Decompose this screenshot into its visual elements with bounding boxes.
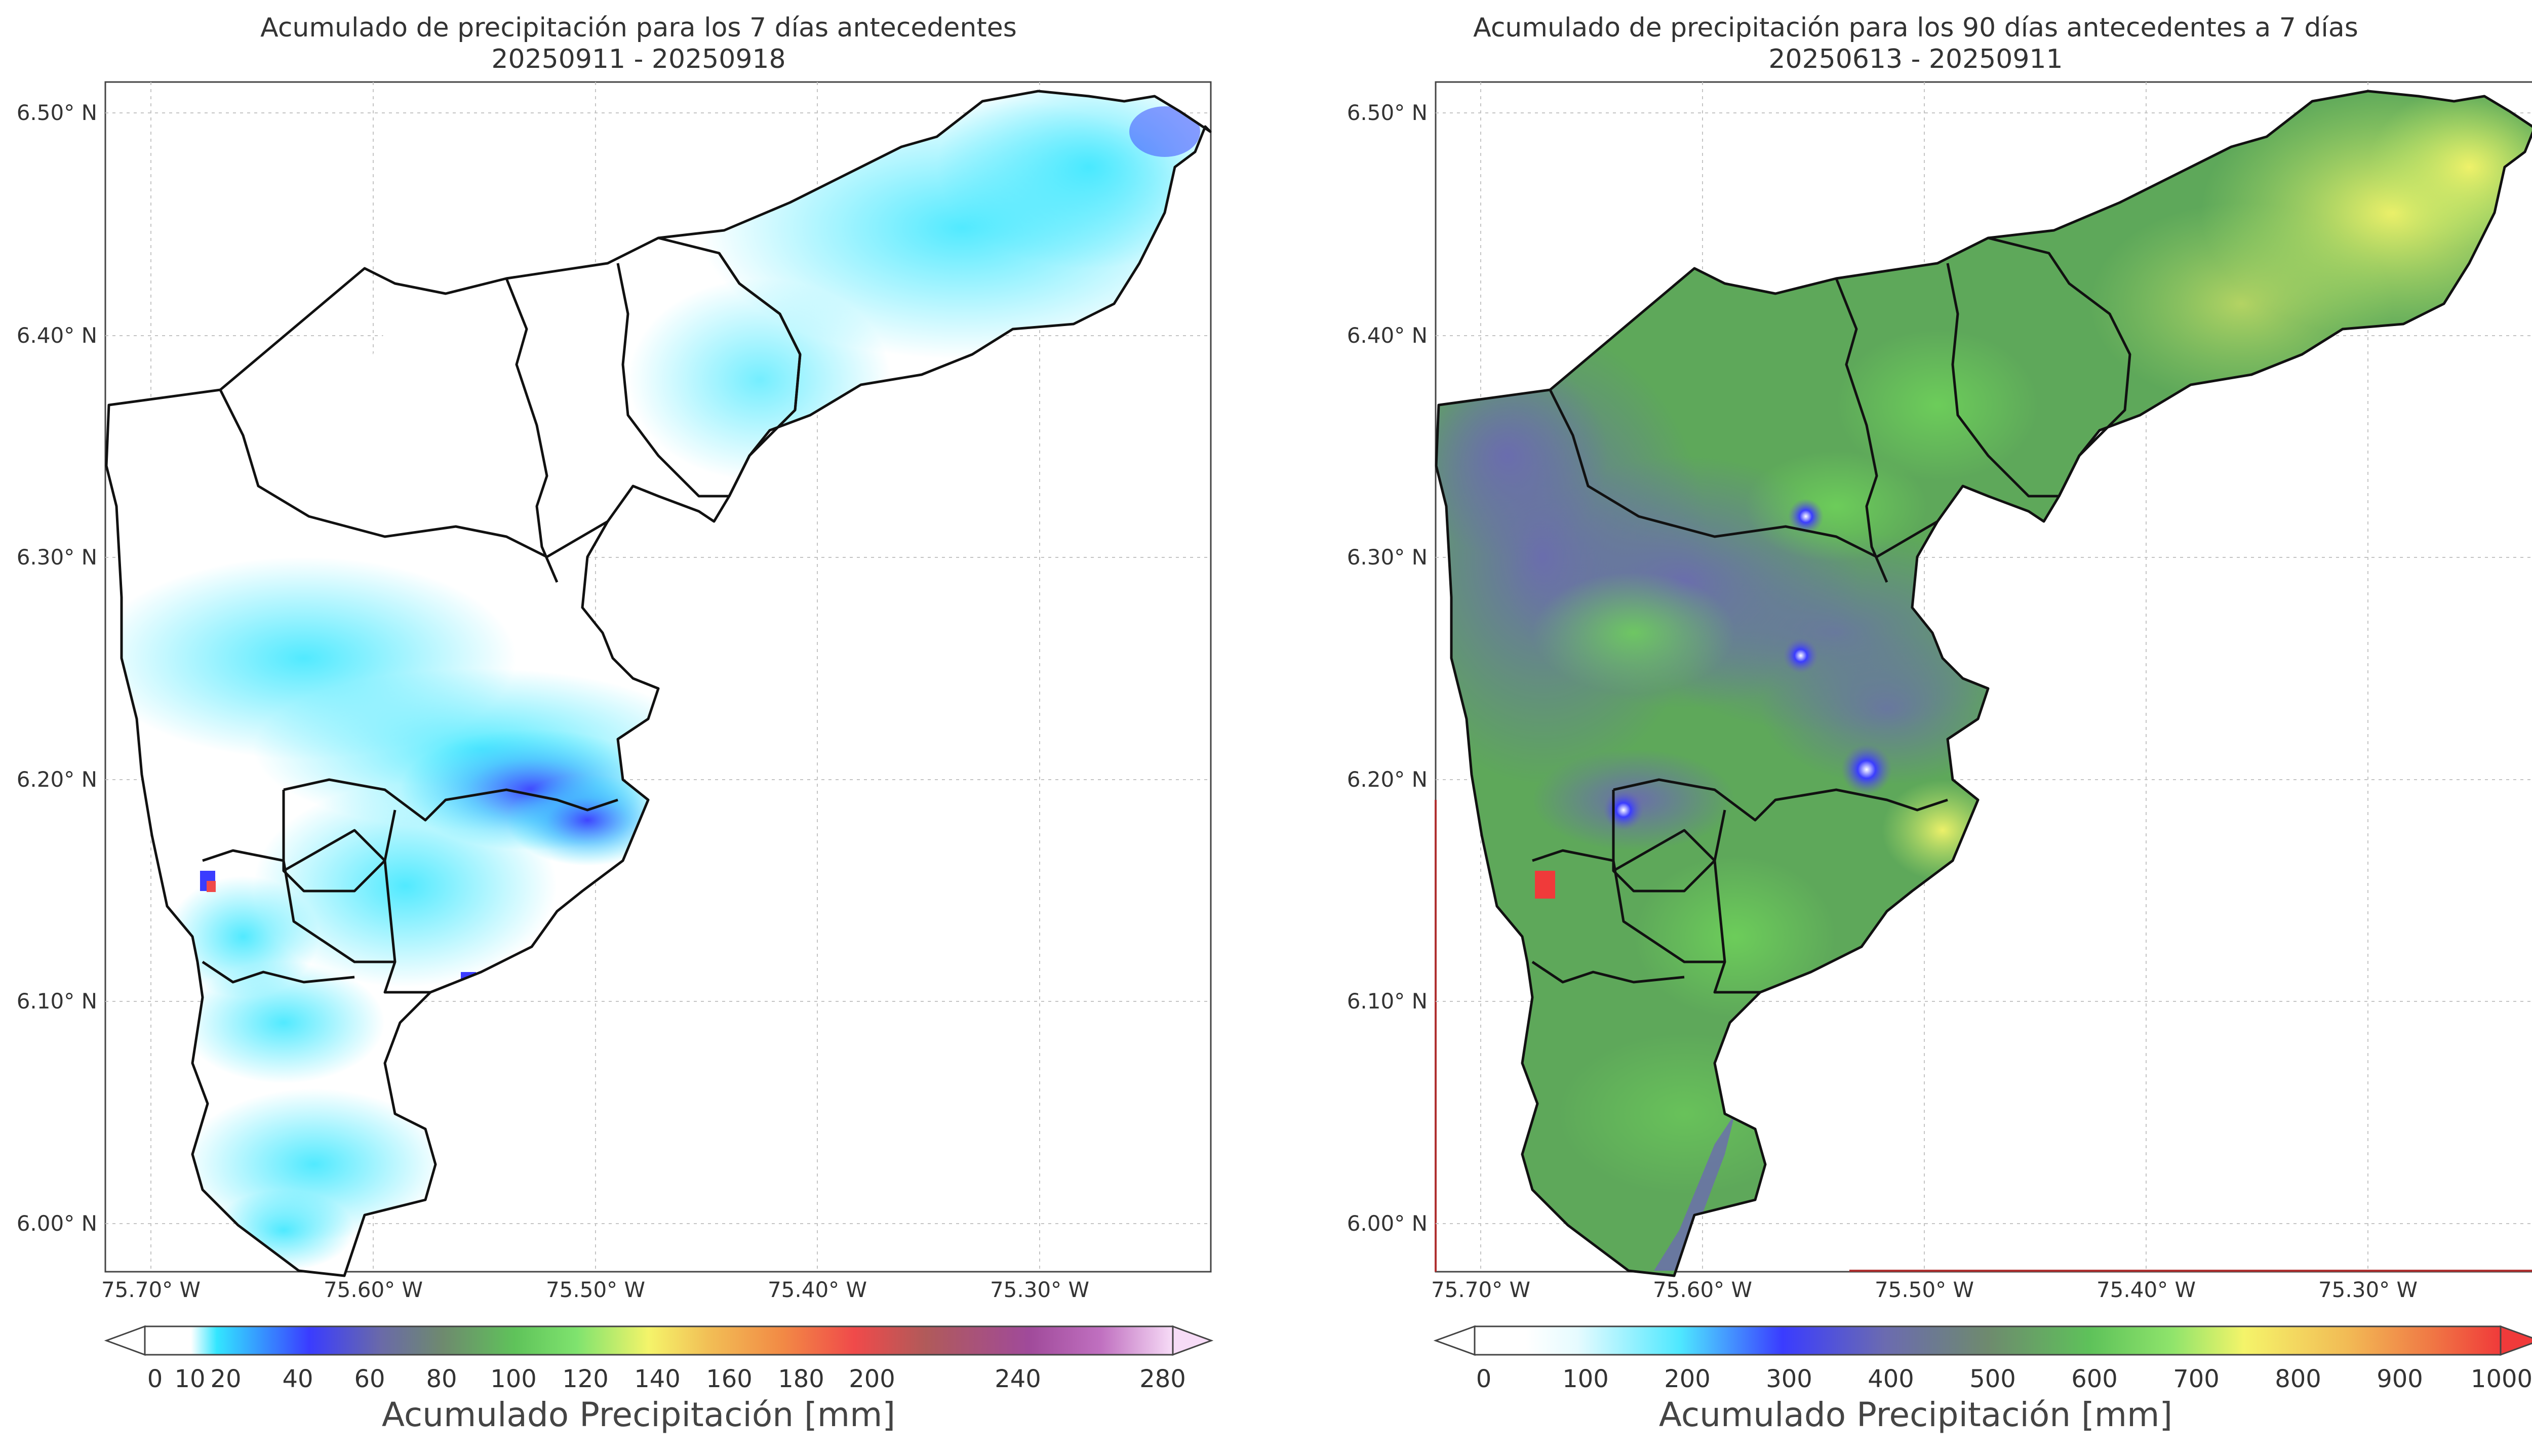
right-cb-tick: 900 (2377, 1365, 2423, 1393)
left-cb-tick: 240 (995, 1365, 1041, 1393)
right-basin-outlines (1435, 90, 2532, 1277)
left-map-panel: Acumulado de precipitación para los 7 dí… (17, 13, 1214, 1434)
left-colorbar (104, 1325, 1214, 1356)
right-cb-tick: 100 (1562, 1365, 1609, 1393)
left-map-title: Acumulado de precipitación para los 7 dí… (260, 13, 1017, 43)
left-cb-tick: 10 (174, 1365, 205, 1393)
left-lat-label: 6.50° N (17, 100, 97, 125)
right-map-figure: 6.50° N 6.40° N 6.30° N 6.20° N 6.10° N … (1347, 81, 2532, 1393)
right-colorbar (1433, 1325, 2532, 1356)
right-cb-tick: 200 (1664, 1365, 1711, 1393)
left-cb-tick: 120 (562, 1365, 609, 1393)
left-cb-tick: 100 (490, 1365, 537, 1393)
left-cb-tick: 80 (426, 1365, 457, 1393)
right-cb-tick: 500 (1969, 1365, 2016, 1393)
left-cb-tick: 200 (849, 1365, 895, 1393)
right-cb-tick: 300 (1766, 1365, 1812, 1393)
right-lon-label: 75.70° W (1431, 1277, 1530, 1302)
right-map-panel: Acumulado de precipitación para los 90 d… (1277, 0, 2532, 1456)
left-lat-label: 6.40° N (17, 323, 97, 348)
left-cb-tick: 20 (210, 1365, 241, 1393)
left-lat-label: 6.10° N (17, 989, 97, 1014)
right-lat-label: 6.00° N (1347, 1211, 1428, 1236)
left-lon-label: 75.60° W (324, 1277, 423, 1302)
right-colorbar-label: Acumulado Precipitación [mm] (1658, 1395, 2173, 1434)
left-map-date-range: 20250911 - 20250918 (491, 44, 786, 74)
right-lon-label: 75.30° W (2318, 1277, 2418, 1302)
right-lat-label: 6.50° N (1347, 100, 1428, 125)
right-lat-label: 6.20° N (1347, 767, 1428, 792)
left-lat-label: 6.00° N (17, 1211, 97, 1236)
right-cb-tick: 0 (1476, 1365, 1492, 1393)
right-lon-label: 75.50° W (1875, 1277, 1974, 1302)
left-lon-label: 75.40° W (768, 1277, 867, 1302)
left-lat-label: 6.20° N (17, 767, 97, 792)
left-map-figure: 6.50° N 6.40° N 6.30° N 6.20° N 6.10° N … (17, 81, 1214, 1393)
left-cb-tick: 180 (778, 1365, 824, 1393)
right-lon-label: 75.60° W (1653, 1277, 1752, 1302)
left-cb-tick: 280 (1139, 1365, 1186, 1393)
left-lon-label: 75.50° W (546, 1277, 645, 1302)
right-cb-tick: 600 (2071, 1365, 2118, 1393)
left-lon-label: 75.70° W (101, 1277, 201, 1302)
right-lat-label: 6.30° N (1347, 545, 1428, 570)
right-lat-label: 6.40° N (1347, 323, 1428, 348)
left-cb-tick: 140 (634, 1365, 681, 1393)
right-map-title: Acumulado de precipitación para los 90 d… (1473, 13, 2358, 43)
left-cb-tick: 60 (354, 1365, 385, 1393)
right-map-date-range: 20250613 - 20250911 (1768, 44, 2063, 74)
left-colorbar-ticks: 0 10 20 40 60 80 100 120 140 160 180 200… (147, 1365, 1186, 1393)
left-cb-tick: 0 (147, 1365, 163, 1393)
right-cb-tick: 400 (1868, 1365, 1914, 1393)
right-lat-label: 6.10° N (1347, 989, 1428, 1014)
left-lat-label: 6.30° N (17, 545, 97, 570)
right-cb-tick: 1000 (2471, 1365, 2532, 1393)
left-cb-tick: 40 (282, 1365, 313, 1393)
right-cb-tick: 700 (2173, 1365, 2220, 1393)
left-lon-label: 75.30° W (990, 1277, 1089, 1302)
right-lon-label: 75.40° W (2096, 1277, 2196, 1302)
left-cb-tick: 160 (706, 1365, 753, 1393)
left-colorbar-label: Acumulado Precipitación [mm] (381, 1395, 896, 1434)
right-cb-tick: 800 (2275, 1365, 2321, 1393)
right-colorbar-ticks: 0 100 200 300 400 500 600 700 800 900 10… (1476, 1365, 2532, 1393)
left-basin-outlines (105, 90, 1212, 1277)
